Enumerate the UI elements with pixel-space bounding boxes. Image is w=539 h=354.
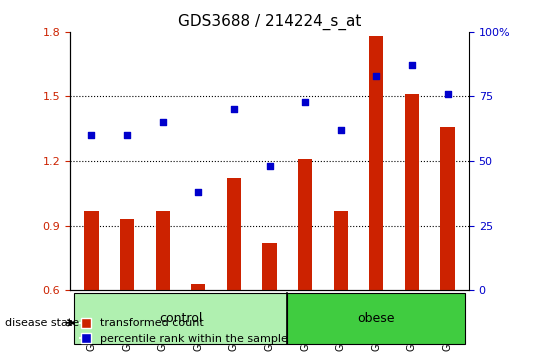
Bar: [298, 159, 312, 290]
Legend: transformed count, percentile rank within the sample: transformed count, percentile rank withi…: [75, 314, 292, 348]
FancyBboxPatch shape: [74, 293, 287, 344]
Point: [230, 107, 238, 112]
Text: disease state: disease state: [5, 318, 80, 328]
Point: [336, 127, 345, 133]
Point: [407, 63, 416, 68]
Text: control: control: [159, 312, 202, 325]
Point: [443, 91, 452, 97]
Point: [194, 189, 203, 195]
Point: [158, 120, 167, 125]
Bar: [369, 36, 383, 290]
Bar: [440, 127, 455, 290]
Text: GDS3688 / 214224_s_at: GDS3688 / 214224_s_at: [178, 14, 361, 30]
Bar: [191, 284, 205, 290]
Point: [372, 73, 381, 79]
Point: [123, 132, 132, 138]
Point: [301, 99, 309, 104]
Point: [265, 164, 274, 169]
Point: [87, 132, 96, 138]
Bar: [156, 211, 170, 290]
Text: obese: obese: [357, 312, 395, 325]
Bar: [334, 211, 348, 290]
Bar: [227, 178, 241, 290]
Bar: [262, 243, 277, 290]
Bar: [84, 211, 99, 290]
FancyBboxPatch shape: [287, 293, 465, 344]
Bar: [120, 219, 134, 290]
Bar: [405, 94, 419, 290]
